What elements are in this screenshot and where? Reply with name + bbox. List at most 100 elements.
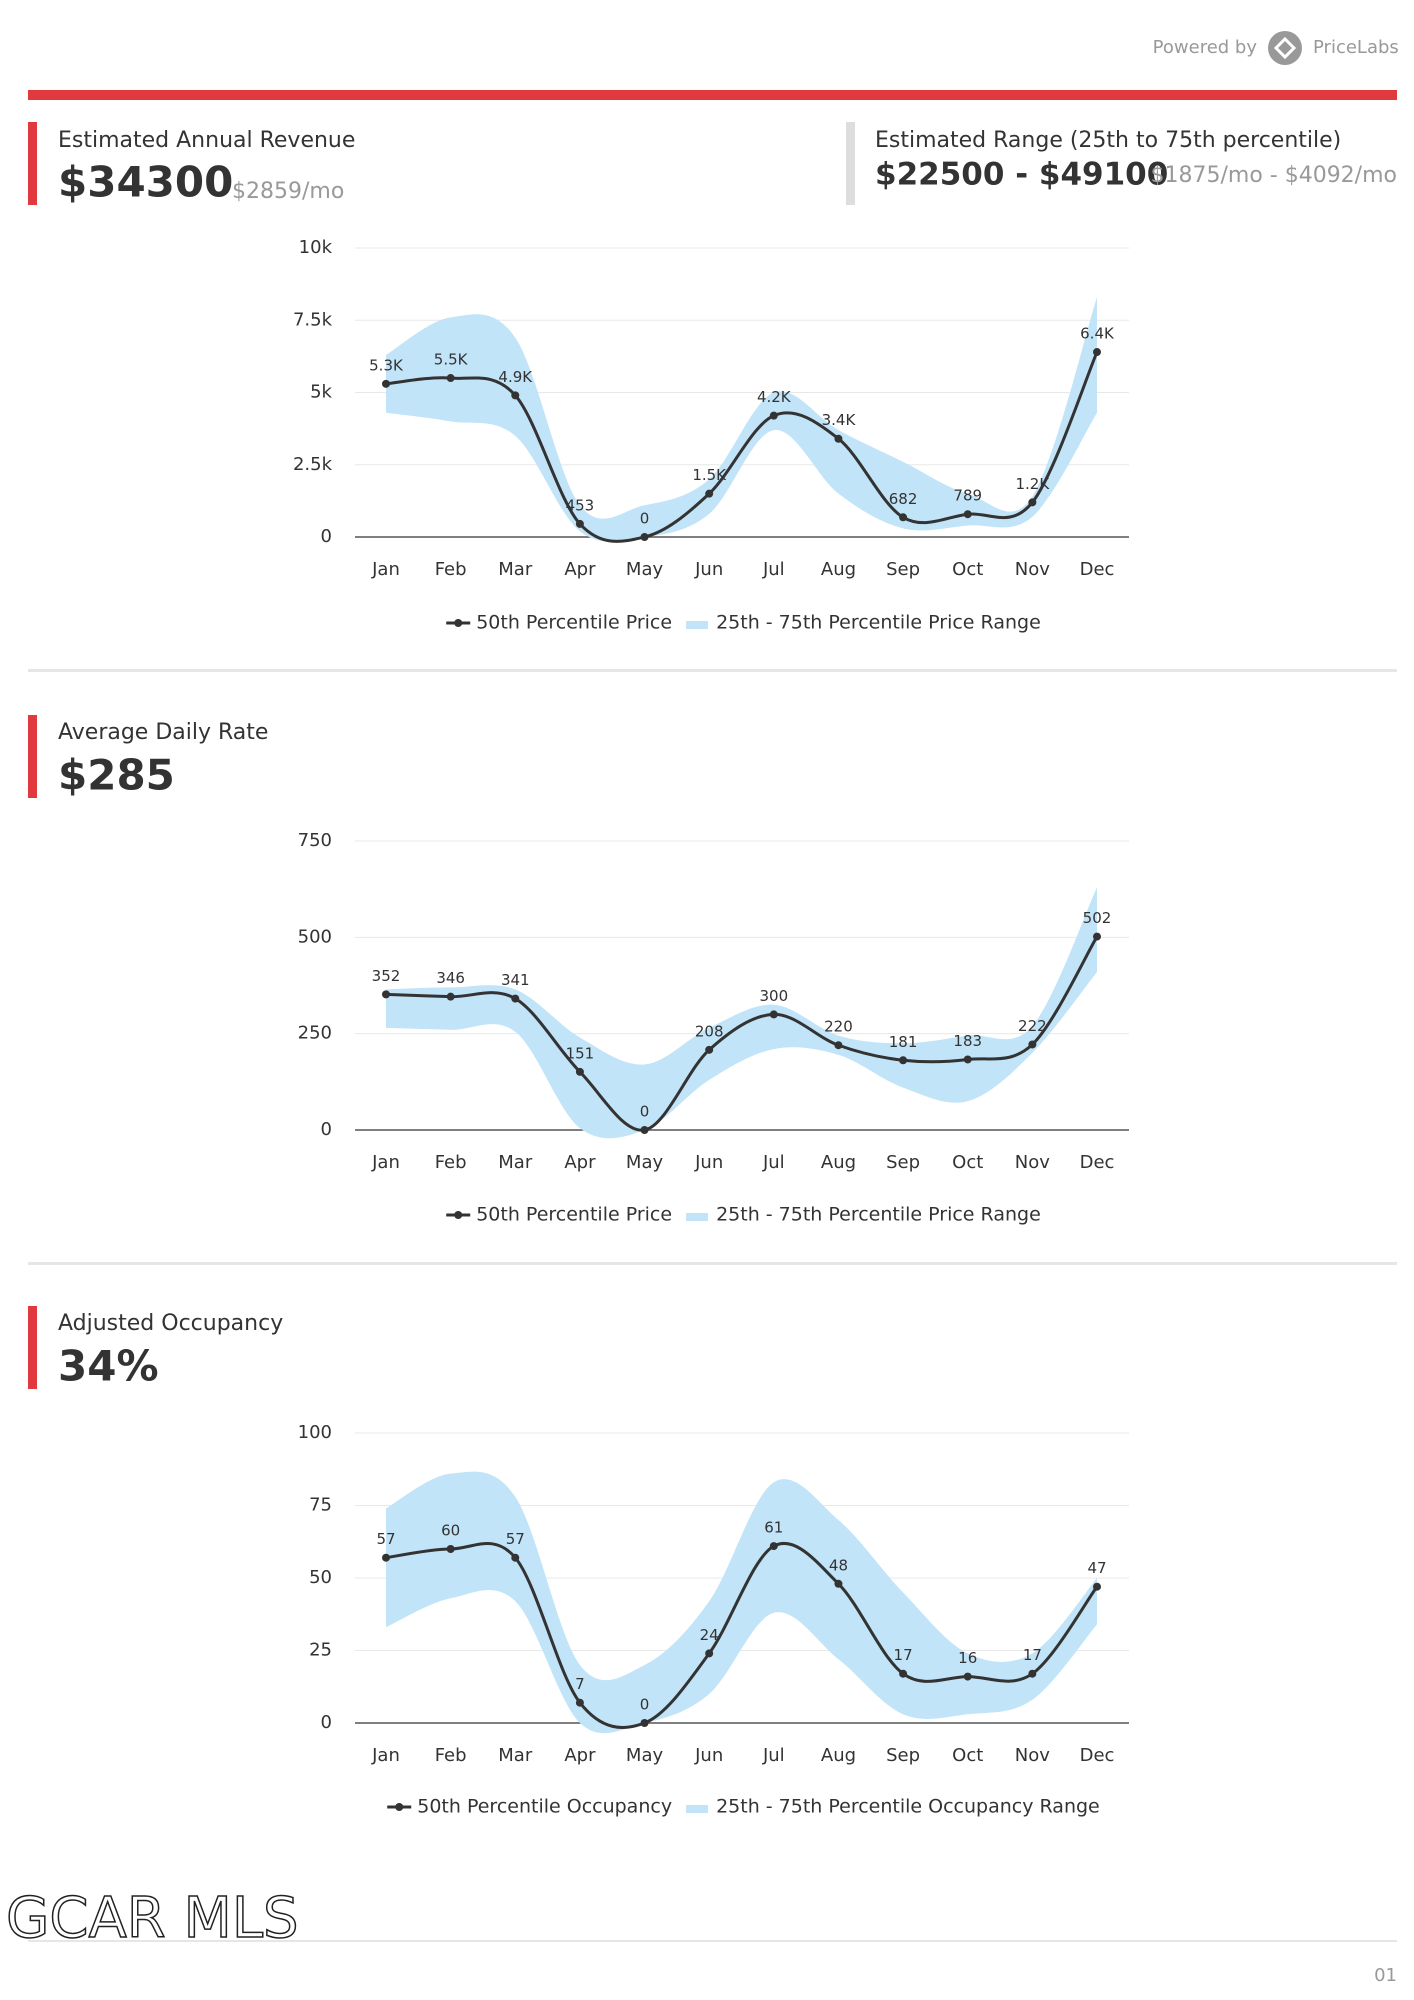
y-tick-label: 7.5k bbox=[293, 309, 333, 330]
x-tick-label: Nov bbox=[1015, 1745, 1050, 1766]
x-tick-label: Dec bbox=[1080, 1152, 1115, 1173]
range-band bbox=[386, 297, 1097, 542]
accent bbox=[28, 122, 37, 205]
data-label: 220 bbox=[824, 1018, 853, 1036]
page-number: 01 bbox=[1374, 1965, 1397, 1986]
data-label: 17 bbox=[894, 1646, 913, 1664]
data-label: 24 bbox=[700, 1626, 719, 1644]
data-label: 7 bbox=[575, 1675, 585, 1693]
point bbox=[963, 1672, 972, 1681]
y-tick-label: 0 bbox=[321, 1712, 332, 1733]
point bbox=[382, 990, 390, 999]
data-label: 453 bbox=[566, 496, 595, 514]
x-tick-label: May bbox=[626, 559, 664, 580]
accent bbox=[28, 715, 37, 798]
data-label: 1.2K bbox=[1016, 475, 1051, 493]
data-label: 4.2K bbox=[757, 388, 792, 406]
y-tick-label: 25 bbox=[309, 1640, 332, 1661]
data-label: 3.4K bbox=[822, 411, 857, 429]
point bbox=[769, 1010, 778, 1019]
x-tick-label: Apr bbox=[564, 1152, 596, 1173]
x-tick-label: Mar bbox=[498, 559, 533, 580]
data-label: 60 bbox=[441, 1522, 460, 1540]
point bbox=[511, 994, 520, 1003]
stat-monthly: $1875/mo - $4092/mo bbox=[1150, 163, 1397, 188]
powered-by: Powered by bbox=[1153, 37, 1258, 58]
stat-label: Estimated Range (25th to 75th percentile… bbox=[875, 128, 1341, 153]
x-tick-label: Oct bbox=[952, 1152, 983, 1173]
stat-label: Estimated Annual Revenue bbox=[58, 128, 355, 153]
point bbox=[899, 1669, 908, 1678]
y-tick-label: 250 bbox=[298, 1023, 332, 1044]
x-tick-label: Oct bbox=[952, 1745, 983, 1766]
separator bbox=[28, 1262, 1397, 1265]
x-tick-label: Jan bbox=[371, 559, 400, 580]
accent bbox=[846, 122, 855, 205]
stat-monthly: $2859/mo bbox=[232, 179, 344, 204]
legend-label: 25th - 75th Percentile Price Range bbox=[716, 1204, 1041, 1226]
x-tick-label: Mar bbox=[498, 1745, 533, 1766]
x-tick-label: Aug bbox=[821, 1745, 856, 1766]
data-label: 502 bbox=[1083, 909, 1112, 927]
data-label: 341 bbox=[501, 971, 530, 989]
x-tick-label: Jan bbox=[371, 1152, 400, 1173]
point bbox=[705, 489, 714, 498]
stat-value: $22500 - $49100 bbox=[875, 157, 1168, 193]
x-tick-label: Feb bbox=[435, 1745, 467, 1766]
point bbox=[382, 1553, 390, 1562]
point bbox=[575, 1067, 584, 1076]
y-tick-label: 750 bbox=[298, 830, 332, 851]
point bbox=[1028, 1040, 1037, 1049]
brand-logo bbox=[1268, 31, 1302, 65]
data-label: 0 bbox=[640, 510, 650, 528]
stat-label: Adjusted Occupancy bbox=[58, 1311, 283, 1336]
x-tick-label: Mar bbox=[498, 1152, 533, 1173]
y-tick-label: 2.5k bbox=[293, 454, 333, 475]
x-tick-label: Dec bbox=[1080, 1745, 1115, 1766]
legend-swatch bbox=[686, 1805, 709, 1813]
data-label: 57 bbox=[506, 1530, 525, 1548]
legend-swatch bbox=[686, 1213, 709, 1221]
point bbox=[834, 1041, 843, 1050]
x-tick-label: Apr bbox=[564, 559, 596, 580]
data-label: 789 bbox=[953, 487, 982, 505]
x-tick-label: Jan bbox=[371, 1745, 400, 1766]
point bbox=[834, 434, 843, 443]
data-label: 6.4K bbox=[1080, 325, 1115, 343]
separator bbox=[28, 1940, 1397, 1942]
point bbox=[446, 1545, 455, 1553]
point bbox=[1028, 498, 1037, 507]
point bbox=[446, 374, 455, 383]
x-tick-label: Sep bbox=[886, 559, 920, 580]
stat-value: $34300 bbox=[58, 158, 233, 207]
data-label: 300 bbox=[759, 987, 788, 1005]
stat-label: Average Daily Rate bbox=[58, 720, 268, 745]
point bbox=[446, 992, 455, 1001]
point bbox=[575, 519, 584, 528]
point bbox=[575, 1698, 584, 1707]
data-label: 61 bbox=[764, 1519, 783, 1537]
data-label: 1.5K bbox=[692, 466, 727, 484]
x-tick-label: Jun bbox=[694, 1745, 723, 1766]
data-label: 151 bbox=[566, 1044, 595, 1062]
data-label: 352 bbox=[372, 967, 401, 985]
data-label: 346 bbox=[436, 969, 465, 987]
range-band bbox=[386, 1471, 1097, 1734]
brand: PriceLabs bbox=[1313, 37, 1399, 58]
legend-swatch bbox=[686, 621, 709, 629]
x-tick-label: Dec bbox=[1080, 559, 1115, 580]
data-label: 5.5K bbox=[434, 351, 469, 369]
x-tick-label: Aug bbox=[821, 559, 856, 580]
stat-value: $285 bbox=[58, 751, 175, 800]
x-tick-label: Aug bbox=[821, 1152, 856, 1173]
point bbox=[1028, 1669, 1037, 1678]
x-tick-label: Jul bbox=[762, 1745, 785, 1766]
y-tick-label: 500 bbox=[298, 926, 332, 947]
point bbox=[511, 391, 520, 400]
accent bbox=[28, 1306, 37, 1389]
legend-label: 25th - 75th Percentile Price Range bbox=[716, 612, 1041, 634]
y-tick-label: 75 bbox=[309, 1495, 332, 1516]
point bbox=[769, 1542, 778, 1551]
data-label: 682 bbox=[889, 490, 918, 508]
point bbox=[769, 411, 778, 420]
